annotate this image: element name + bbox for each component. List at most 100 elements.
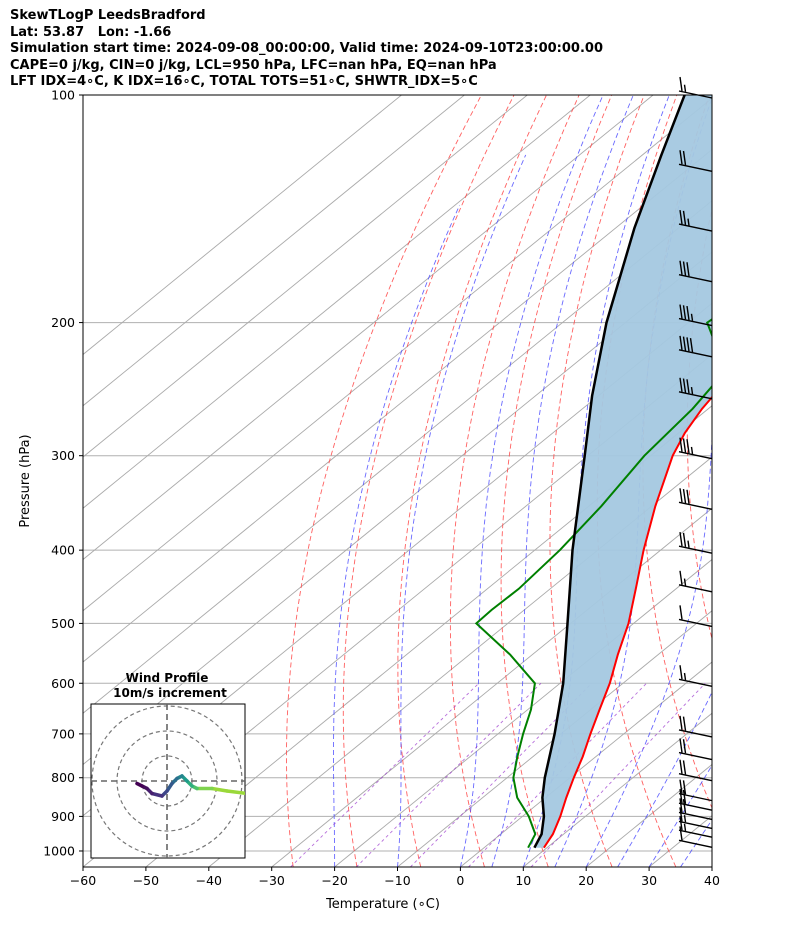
wind-barb-flag	[682, 261, 687, 276]
wind-barb-flag	[686, 305, 690, 321]
wind-barb	[678, 779, 713, 802]
wind-barb-staff	[678, 802, 713, 811]
hodograph-subtitle: 10m/s increment	[113, 686, 227, 700]
wind-barb-staff	[678, 829, 713, 838]
wind-barb-half-flag	[687, 218, 690, 226]
wind-barb-staff	[678, 223, 713, 232]
wind-barb	[678, 260, 713, 283]
wind-barb-half-flag	[683, 823, 687, 831]
y-tick-label: 600	[51, 676, 75, 691]
wind-barb-staff	[678, 678, 713, 687]
wind-barb-staff	[678, 584, 713, 593]
x-tick-label: 30	[641, 873, 657, 888]
moist-adiabat-line	[711, 866, 712, 867]
wind-barb	[678, 816, 713, 838]
wind-barb-flag	[682, 488, 687, 504]
wind-barb-staff	[678, 317, 713, 327]
hodograph-plot	[91, 704, 245, 858]
wind-barb-staff	[678, 391, 713, 400]
wind-barb-staff	[678, 274, 713, 283]
stability-indices-1: CAPE=0 j/kg, CIN=0 j/kg, LCL=950 hPa, LF…	[10, 57, 497, 73]
wind-barb-flag	[682, 716, 687, 731]
isotherm-line	[334, 558, 712, 867]
chart-header: SkewTLogP LeedsBradford Lat: 53.87 Lon: …	[10, 8, 603, 91]
wind-barb-staff	[678, 820, 713, 830]
x-tick-label: −30	[259, 873, 285, 888]
dewpoint-line	[474, 318, 712, 849]
isotherm-line	[460, 661, 712, 867]
y-tick-label: 800	[51, 770, 75, 785]
x-tick-label: −60	[70, 873, 96, 888]
wind-barb	[678, 335, 713, 358]
y-tick-label: 200	[51, 315, 75, 330]
wind-barb-flag	[679, 304, 683, 319]
wind-barb-flag	[689, 337, 694, 353]
dry-adiabat-line	[397, 95, 547, 867]
chart-title: SkewTLogP LeedsBradford	[10, 8, 206, 23]
wind-barb-staff	[678, 773, 713, 782]
wind-barb-staff	[678, 792, 713, 802]
dry-adiabat-line	[549, 95, 645, 867]
wind-barb-flag	[682, 378, 687, 393]
wind-barb	[678, 210, 713, 232]
x-tick-label: 20	[578, 873, 594, 888]
isotherm-line	[83, 95, 465, 407]
wind-barb	[678, 759, 713, 782]
wind-barb-half-flag	[683, 672, 687, 681]
wind-barb-flag	[679, 665, 683, 680]
wind-barb-staff	[678, 811, 713, 821]
wind-barb-flag	[682, 150, 687, 166]
isotherm-line	[83, 95, 591, 509]
wind-barb	[678, 437, 713, 460]
wind-barb	[678, 789, 713, 811]
parcel-path-line	[533, 95, 686, 849]
isotherm-line	[83, 95, 402, 356]
wind-barb-flag	[679, 738, 683, 753]
station-location: Lat: 53.87 Lon: -1.66	[10, 24, 172, 40]
moist-adiabat-line	[333, 205, 460, 867]
wind-barb-flag	[686, 337, 690, 352]
mixing-ratio-line	[355, 682, 542, 867]
wind-barb	[678, 605, 713, 628]
y-axis-label: Pressure (hPa)	[18, 434, 33, 527]
wind-barb	[678, 826, 713, 849]
wind-barb-flag	[679, 488, 683, 503]
wind-barb-flag	[682, 780, 687, 795]
isotherm-line	[83, 95, 528, 458]
wind-barb-staff	[678, 729, 713, 738]
temperature-line	[543, 395, 712, 849]
wind-barb	[678, 798, 713, 821]
wind-barb-flag	[686, 439, 690, 454]
x-tick-label: −40	[196, 873, 222, 888]
wind-barb-staff	[678, 163, 713, 172]
y-tick-label: 400	[51, 543, 75, 558]
dry-adiabat-line	[730, 95, 794, 867]
y-tick-label: 300	[51, 448, 75, 463]
y-tick-label: 900	[51, 809, 75, 824]
wind-barb	[678, 715, 713, 738]
wind-barb-flag	[682, 789, 687, 804]
wind-barb	[678, 665, 713, 687]
wind-barb-flag	[679, 779, 683, 794]
wind-barb-half-flag	[683, 84, 687, 92]
dry-adiabat-line	[772, 95, 794, 867]
isotherm-line	[83, 95, 654, 561]
hodograph-inset: Wind Profile 10m/s increment	[90, 671, 246, 859]
y-tick-label: 700	[51, 726, 75, 741]
wind-barb-flag	[682, 739, 687, 754]
wind-barb-half-flag	[683, 815, 687, 823]
simulation-times: Simulation start time: 2024-09-08_00:00:…	[10, 41, 603, 56]
moist-adiabat-line	[397, 154, 527, 867]
y-tick-label: 500	[51, 616, 75, 631]
wind-barb-half-flag	[690, 446, 694, 455]
wind-barb-flag	[679, 605, 683, 620]
wind-barb-flag	[679, 789, 683, 804]
wind-barb-flag	[682, 336, 687, 351]
wind-barb-flag	[679, 377, 683, 392]
wind-barb-flag	[679, 150, 683, 165]
wind-barb-staff	[678, 751, 713, 761]
wind-barbs	[678, 76, 713, 849]
profile-lines	[474, 95, 712, 849]
x-tick-label: 0	[456, 873, 464, 888]
cape-area-layer	[534, 95, 712, 848]
